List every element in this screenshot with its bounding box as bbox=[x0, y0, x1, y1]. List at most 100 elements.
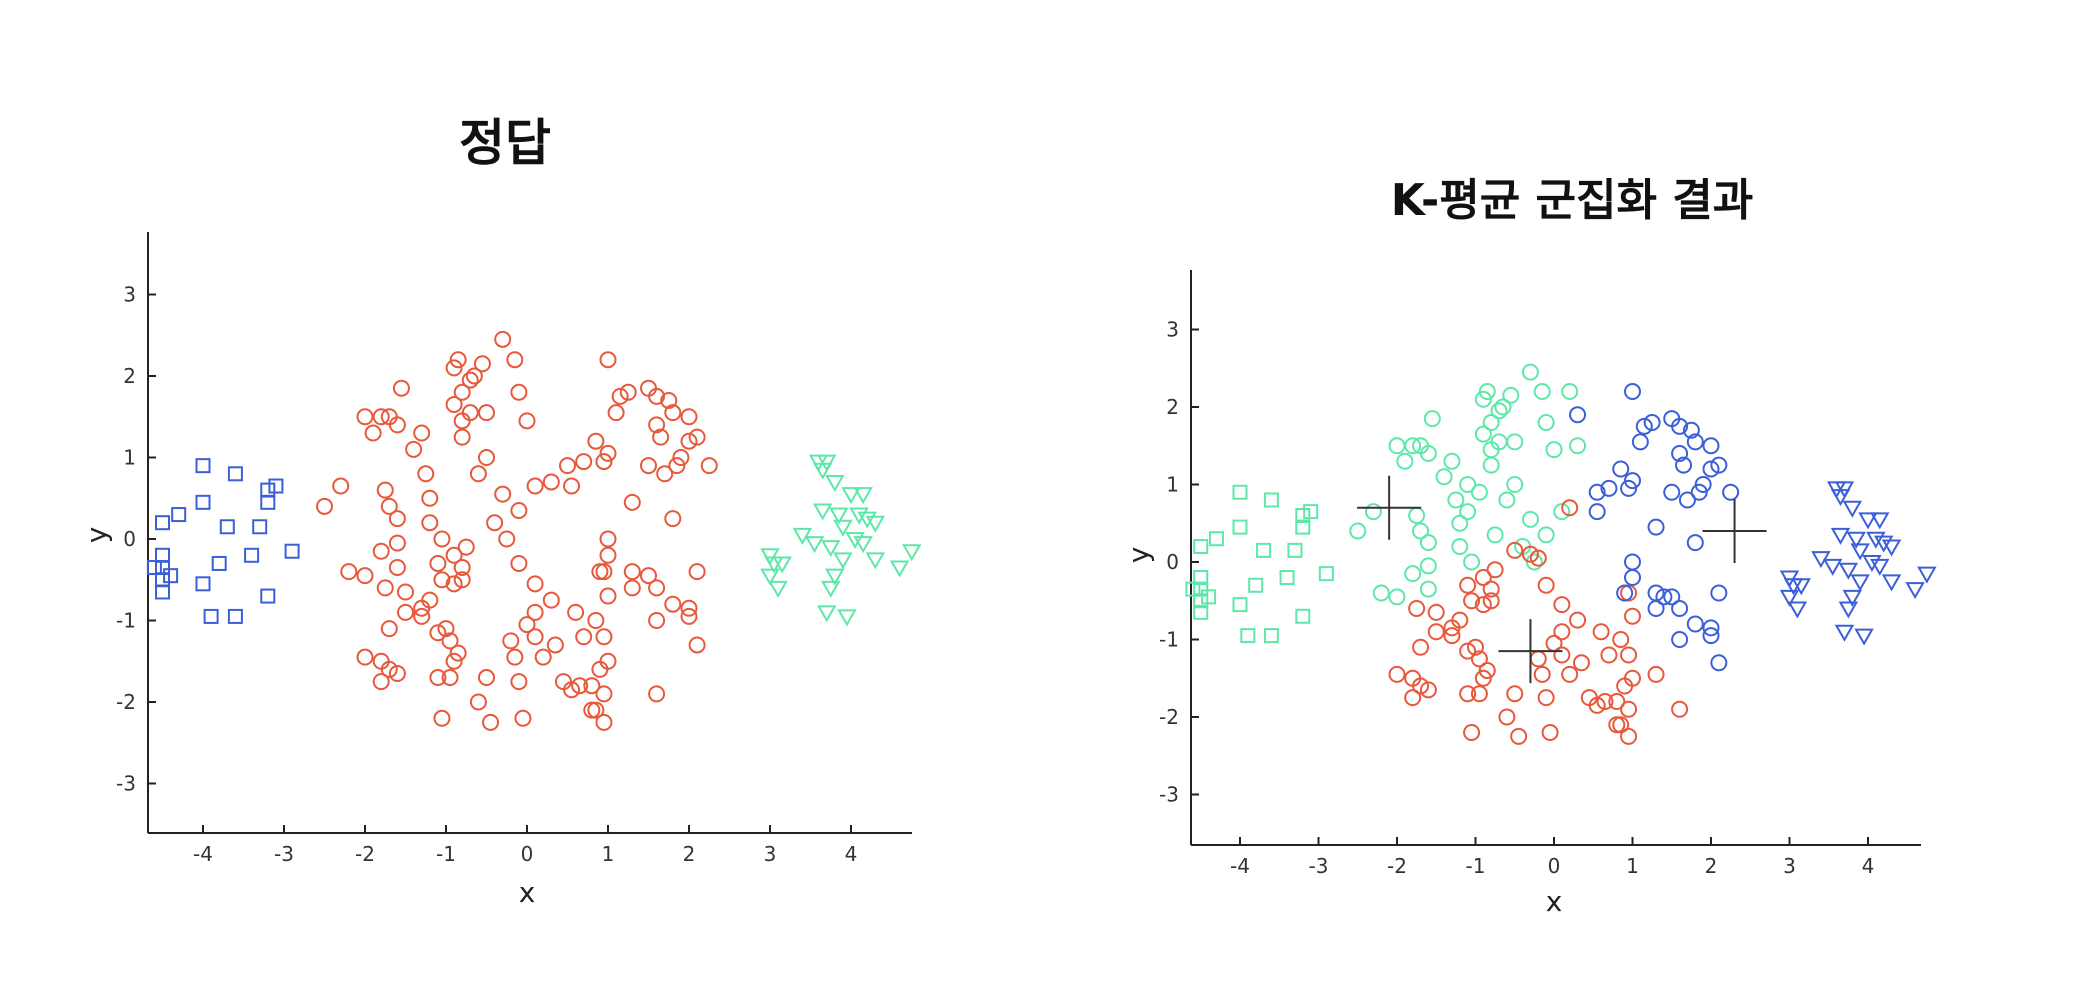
circle-point bbox=[1553, 503, 1571, 521]
square-point bbox=[155, 572, 170, 588]
triangle-point bbox=[792, 527, 813, 545]
circle-point bbox=[1419, 445, 1437, 462]
circle-point bbox=[1459, 476, 1477, 493]
circle-point bbox=[1569, 406, 1587, 424]
circle-point bbox=[648, 685, 666, 703]
circle-point bbox=[461, 404, 479, 422]
y-tick-label: -2 bbox=[1159, 705, 1179, 729]
triangle-point bbox=[1881, 574, 1902, 592]
square-point bbox=[163, 568, 179, 584]
circle-point bbox=[1608, 716, 1626, 734]
triangle-point bbox=[853, 487, 873, 505]
square-point bbox=[227, 466, 243, 482]
triangle-point bbox=[804, 536, 825, 554]
x-tick-label: 2 bbox=[683, 842, 696, 866]
triangle-point bbox=[1838, 601, 1859, 619]
triangle-point bbox=[1866, 531, 1886, 549]
circle-point bbox=[599, 652, 617, 670]
circle-point bbox=[668, 457, 686, 475]
x-tick-label: -4 bbox=[1230, 854, 1250, 878]
circle-point bbox=[680, 408, 698, 426]
circle-point bbox=[1404, 437, 1422, 455]
circle-point bbox=[1675, 456, 1693, 474]
circle-point bbox=[1521, 363, 1539, 381]
circle-point bbox=[1702, 627, 1720, 645]
square-point bbox=[1193, 581, 1209, 597]
square-point bbox=[1303, 504, 1319, 520]
circle-point bbox=[461, 371, 479, 389]
circle-point bbox=[1686, 433, 1704, 451]
square-point bbox=[1256, 542, 1272, 558]
circle-point bbox=[445, 546, 463, 564]
circle-point bbox=[1474, 425, 1492, 443]
circle-point bbox=[445, 652, 463, 670]
circle-point bbox=[392, 379, 410, 397]
circle-point bbox=[567, 603, 585, 621]
circle-point bbox=[1525, 553, 1543, 571]
square-point bbox=[260, 588, 276, 604]
square-point bbox=[1201, 589, 1217, 605]
circle-point bbox=[599, 351, 617, 369]
circle-point bbox=[1608, 693, 1626, 710]
circle-point bbox=[494, 485, 512, 503]
circle-point bbox=[1553, 596, 1571, 614]
circle-point bbox=[1423, 410, 1441, 428]
circle-point bbox=[680, 432, 698, 450]
y-tick-label: 3 bbox=[123, 283, 136, 307]
circle-point bbox=[1506, 476, 1524, 493]
circle-point bbox=[1459, 503, 1477, 521]
circle-point bbox=[433, 530, 451, 548]
circle-point bbox=[595, 563, 613, 581]
circle-point bbox=[1541, 724, 1559, 741]
circle-point bbox=[1470, 483, 1488, 501]
series-4 bbox=[1569, 383, 1740, 672]
triangle-point bbox=[1850, 574, 1870, 592]
circle-point bbox=[453, 383, 471, 401]
circle-point bbox=[510, 673, 528, 691]
series-2 bbox=[1349, 363, 1587, 606]
circle-point bbox=[688, 636, 706, 654]
circle-point bbox=[664, 595, 682, 613]
circle-point bbox=[1620, 479, 1638, 497]
circle-point bbox=[388, 416, 406, 434]
circle-point bbox=[1463, 724, 1481, 741]
square-point bbox=[268, 478, 284, 494]
triangle-point bbox=[1822, 558, 1843, 576]
circle-point bbox=[1498, 708, 1516, 726]
circle-point bbox=[640, 379, 657, 397]
circle-point bbox=[388, 534, 406, 552]
circle-point bbox=[1474, 596, 1492, 614]
circle-point bbox=[1682, 421, 1700, 439]
circle-point bbox=[1443, 627, 1461, 645]
circle-point bbox=[1470, 685, 1488, 703]
circle-point bbox=[1482, 580, 1500, 598]
circle-point bbox=[372, 542, 390, 560]
triangle-point bbox=[1905, 582, 1925, 600]
circle-point bbox=[1671, 445, 1689, 462]
circle-point bbox=[1419, 534, 1437, 552]
circle-point bbox=[1596, 693, 1614, 710]
circle-point bbox=[453, 412, 471, 430]
y-tick-label: 0 bbox=[1166, 550, 1179, 574]
circle-point bbox=[1690, 483, 1708, 501]
triangle-point bbox=[1881, 539, 1902, 557]
triangle-point bbox=[825, 474, 845, 492]
circle-point bbox=[1616, 584, 1634, 602]
square-point bbox=[195, 458, 211, 474]
triangle-point bbox=[837, 609, 857, 627]
circle-point bbox=[1451, 538, 1469, 555]
triangle-point bbox=[821, 540, 841, 558]
circle-point bbox=[623, 563, 641, 581]
centroid-marker bbox=[1702, 499, 1767, 563]
circle-point bbox=[1569, 437, 1587, 455]
circle-point bbox=[1686, 534, 1704, 552]
triangle-point bbox=[772, 556, 792, 574]
circle-point bbox=[1529, 549, 1547, 567]
circle-point bbox=[1478, 662, 1496, 679]
circle-point bbox=[542, 591, 560, 609]
triangle-point bbox=[1862, 555, 1882, 573]
square-point bbox=[227, 608, 243, 624]
square-point bbox=[1295, 608, 1311, 624]
circle-point bbox=[1506, 541, 1524, 559]
circle-point bbox=[482, 713, 500, 731]
